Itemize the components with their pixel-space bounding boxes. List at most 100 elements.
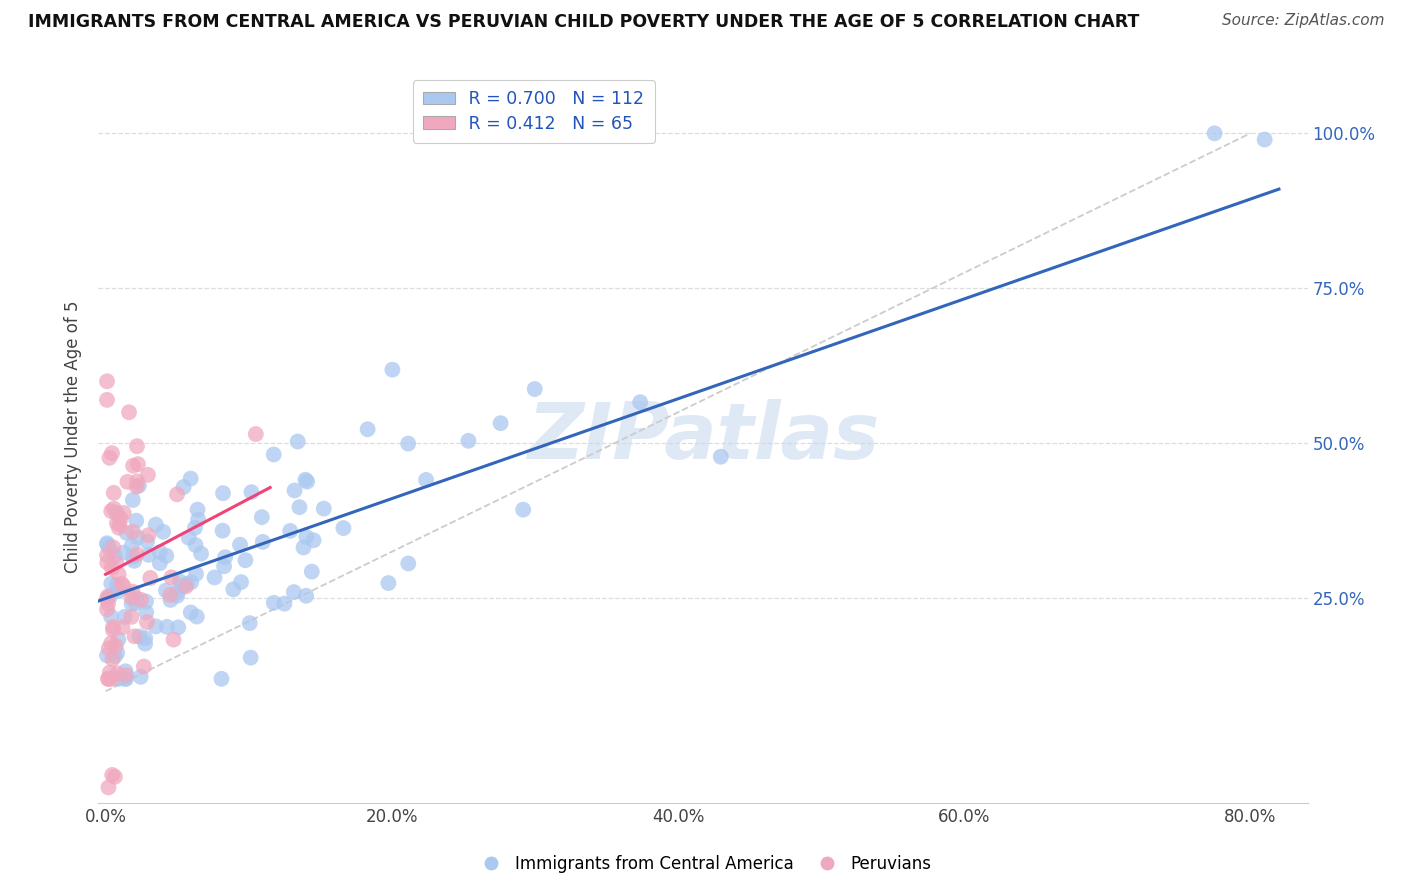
Point bbox=[96, 392, 118, 407]
Point bbox=[152, 524, 174, 539]
Point bbox=[211, 672, 233, 686]
Point bbox=[457, 434, 479, 448]
Point bbox=[129, 592, 152, 607]
Point bbox=[115, 668, 138, 682]
Point bbox=[101, 652, 124, 666]
Point bbox=[155, 549, 177, 563]
Point bbox=[104, 549, 127, 563]
Point bbox=[97, 672, 120, 686]
Point bbox=[103, 486, 125, 500]
Point bbox=[125, 548, 148, 562]
Point bbox=[111, 620, 134, 634]
Point bbox=[214, 550, 236, 565]
Point bbox=[204, 570, 226, 584]
Point bbox=[96, 602, 118, 616]
Point bbox=[105, 556, 128, 570]
Point bbox=[118, 405, 141, 419]
Point bbox=[120, 591, 142, 605]
Point bbox=[125, 439, 148, 453]
Point bbox=[114, 672, 136, 686]
Point bbox=[108, 517, 131, 532]
Text: ZIPatlas: ZIPatlas bbox=[527, 399, 879, 475]
Point bbox=[101, 620, 124, 634]
Point bbox=[176, 577, 198, 591]
Point bbox=[115, 672, 138, 686]
Point bbox=[125, 596, 148, 610]
Point bbox=[229, 538, 252, 552]
Point bbox=[134, 637, 156, 651]
Point bbox=[100, 589, 122, 603]
Point bbox=[174, 579, 197, 593]
Point bbox=[167, 620, 190, 634]
Point bbox=[160, 570, 183, 584]
Point bbox=[121, 539, 143, 553]
Point bbox=[172, 579, 194, 593]
Point bbox=[96, 374, 118, 388]
Point bbox=[155, 583, 177, 598]
Point bbox=[166, 487, 188, 501]
Point bbox=[292, 541, 315, 555]
Point bbox=[127, 475, 149, 489]
Point bbox=[239, 650, 262, 665]
Point bbox=[100, 672, 122, 686]
Point bbox=[180, 472, 202, 486]
Point bbox=[235, 553, 257, 567]
Point bbox=[132, 659, 155, 673]
Point bbox=[628, 395, 651, 409]
Point bbox=[162, 632, 184, 647]
Point bbox=[105, 646, 128, 660]
Point bbox=[287, 434, 309, 449]
Point bbox=[173, 480, 195, 494]
Point bbox=[125, 514, 148, 528]
Point bbox=[135, 594, 157, 608]
Point bbox=[128, 629, 150, 643]
Point bbox=[127, 457, 149, 471]
Point bbox=[105, 516, 128, 530]
Point bbox=[250, 510, 273, 524]
Point bbox=[112, 579, 135, 593]
Point bbox=[101, 768, 124, 782]
Point bbox=[523, 382, 546, 396]
Text: Source: ZipAtlas.com: Source: ZipAtlas.com bbox=[1222, 13, 1385, 29]
Point bbox=[121, 597, 143, 611]
Point bbox=[98, 541, 121, 555]
Point bbox=[111, 577, 134, 591]
Point bbox=[263, 596, 285, 610]
Point bbox=[229, 575, 252, 590]
Point bbox=[122, 458, 145, 473]
Point bbox=[240, 485, 263, 500]
Point bbox=[180, 606, 202, 620]
Point bbox=[377, 576, 399, 591]
Point bbox=[212, 559, 235, 574]
Point bbox=[212, 486, 235, 500]
Point bbox=[136, 534, 159, 549]
Point bbox=[97, 672, 120, 686]
Point bbox=[122, 549, 145, 564]
Point bbox=[127, 531, 149, 545]
Point bbox=[177, 531, 200, 545]
Point bbox=[211, 524, 233, 538]
Point bbox=[115, 525, 138, 540]
Point bbox=[295, 589, 318, 603]
Point bbox=[96, 648, 118, 663]
Point bbox=[332, 521, 354, 535]
Point bbox=[145, 517, 167, 532]
Point bbox=[273, 597, 295, 611]
Point bbox=[121, 493, 143, 508]
Point bbox=[101, 446, 124, 460]
Point bbox=[283, 585, 305, 599]
Point bbox=[98, 665, 121, 680]
Point bbox=[301, 565, 323, 579]
Point bbox=[187, 502, 209, 516]
Point bbox=[169, 574, 191, 589]
Point bbox=[381, 362, 404, 376]
Point bbox=[187, 512, 209, 526]
Point bbox=[112, 546, 135, 560]
Point bbox=[159, 593, 181, 607]
Point bbox=[166, 585, 188, 599]
Legend: Immigrants from Central America, Peruvians: Immigrants from Central America, Peruvia… bbox=[468, 848, 938, 880]
Point bbox=[295, 475, 318, 489]
Point bbox=[101, 623, 124, 637]
Point bbox=[135, 606, 157, 620]
Point bbox=[107, 672, 129, 686]
